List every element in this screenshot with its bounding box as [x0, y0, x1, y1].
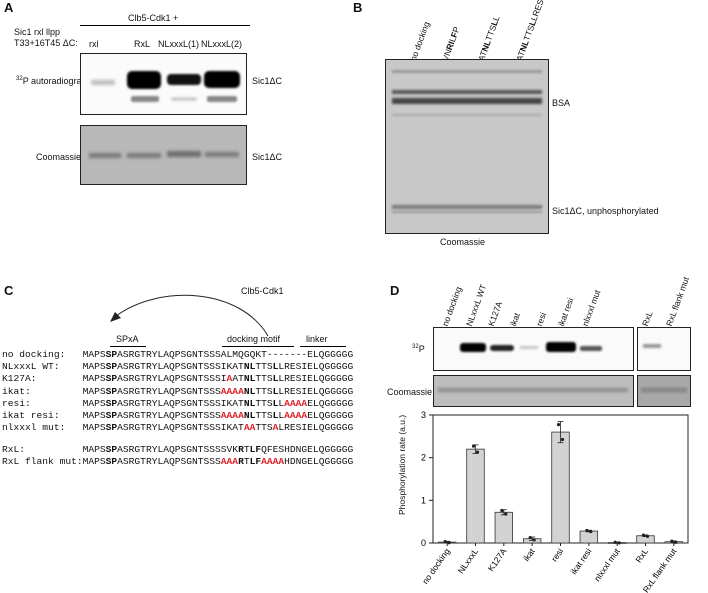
lane-label-d: RxL [640, 309, 655, 328]
lane-label-d: nlxxxl mut [580, 288, 603, 328]
data-point [645, 534, 650, 538]
data-point [532, 538, 536, 542]
bar [551, 431, 570, 544]
lane-label-b: no docking [408, 20, 432, 63]
motif-docking: docking motif [227, 334, 281, 344]
lane-label-d: ikat resi [556, 296, 576, 328]
x-tick-label: no docking [420, 546, 452, 586]
kinase-label-c: Clb5-Cdk1 [241, 286, 284, 296]
data-point [560, 437, 565, 442]
bar [579, 530, 599, 544]
band-bsa-b: BSA [552, 98, 571, 108]
autorad-band-a: Sic1ΔC [252, 76, 283, 86]
coomassie-blot-d [433, 375, 634, 407]
kinase-label-a: Clb5-Cdk1 + [128, 13, 179, 23]
phosphorylation-chart: 0 1 2 3 no docking NLxxxL K127A ikat resi ikat re… [420, 410, 689, 593]
x-tick-label: ikat resi [568, 546, 593, 576]
lane-label-d: no docking [440, 285, 464, 328]
lane-label-d: ikat [508, 311, 522, 328]
band-sic1-b: Sic1ΔC, unphosphorylated [552, 206, 659, 216]
autorad-label-a: 32P autoradiograph [16, 76, 92, 86]
lane-label-d: RxL flank mut [664, 275, 692, 328]
motif-docking-line [222, 346, 294, 347]
coomassie-label-d: Coomassie [387, 387, 433, 397]
data-point [670, 539, 674, 543]
panel-c-label: C [4, 283, 14, 298]
x-tick-label: NLxxxL [456, 546, 481, 575]
lane-label-b: ATNLTTSLL [476, 14, 502, 63]
data-point [500, 508, 504, 513]
panel-a-label: A [4, 0, 14, 15]
y-tick-label: 0 [421, 538, 426, 548]
construct-line1: Sic1 rxl llpp [14, 27, 61, 37]
kinase-line-a [80, 25, 250, 26]
sequence-row: ikat: MAPSSPASRGTRYLAQPSGNTSSSAAAANLTTSL… [2, 385, 354, 397]
data-point [674, 540, 678, 544]
motif-spxa-line [110, 346, 146, 347]
y-tick-label: 1 [421, 495, 426, 505]
bar [466, 448, 485, 544]
autorad-blot-d-rxl [637, 327, 691, 371]
sequence-row: nlxxxl mut: MAPSSPASRGTRYLAQPSGNTSSSIKAT… [2, 422, 354, 434]
data-point [447, 541, 451, 545]
data-point [475, 450, 480, 454]
data-point [556, 423, 561, 427]
bar [494, 511, 514, 544]
lane-label-b: ATNLTTSLLRESI [514, 0, 547, 63]
panel-b-label: B [353, 0, 363, 15]
lane-label-d: resi [534, 311, 549, 328]
docking-arrow [110, 294, 269, 337]
coomassie-band-a: Sic1ΔC [252, 152, 283, 162]
sequence-row: ikat resi: MAPSSPASRGTRYLAQPSGNTSSSAAAAN… [2, 410, 354, 422]
data-point [471, 444, 476, 448]
sequence-row: RxL flank mut:MAPSSPASRGTRYLAQPSGNTSSSAA… [2, 456, 354, 468]
x-tick-label: RxL [633, 546, 650, 564]
sequence-row: RxL: MAPSSPASRGTRYLAQPSGNTSSSSVKRTLFQFES… [2, 444, 354, 455]
data-point [528, 535, 532, 540]
construct-line2: T33+16T45 ΔC: [14, 38, 78, 48]
data-point [504, 512, 508, 516]
autorad-blot-d [433, 327, 634, 371]
sequence-row: resi: MAPSSPASRGTRYLAQPSGNTSSSIKATNLTTSL… [2, 397, 354, 409]
lane-label-d: K127A [486, 300, 505, 328]
sequence-row: NLxxxL WT: MAPSSPASRGTRYLAQPSGNTSSSIKATN… [2, 361, 354, 373]
y-tick-label: 2 [421, 453, 426, 463]
x-tick-label: K127A [486, 546, 509, 573]
motif-spxa: SPxA [116, 334, 139, 344]
data-point [617, 541, 621, 545]
coomassie-label-a: Coomassie [36, 152, 82, 162]
lane-label-b: VNRILFP [440, 25, 462, 63]
data-point [585, 528, 589, 533]
sequence-row: no docking: MAPSSPASRGTRYLAQPSGNTSSSALMQ… [2, 349, 354, 360]
autorad-blot-a [80, 53, 247, 115]
data-point [613, 540, 617, 544]
x-tick-label: resi [549, 546, 565, 563]
sequence-block-1: no docking: MAPSSPASRGTRYLAQPSGNTSSSALMQ… [2, 349, 353, 434]
lane-label-a: NLxxxL(2) [201, 39, 243, 49]
lane-label-a: NLxxxL(1) [158, 39, 200, 49]
sequence-row: K127A: MAPSSPASRGTRYLAQPSGNTSSSIAATNLTTS… [2, 373, 354, 385]
motif-linker-line [300, 346, 346, 347]
motif-linker: linker [306, 334, 328, 344]
caption-b: Coomassie [440, 237, 486, 247]
coomassie-blot-a [80, 125, 247, 185]
sequence-block-2: RxL: MAPSSPASRGTRYLAQPSGNTSSSSVKRTLFQFES… [2, 444, 353, 468]
data-point [589, 530, 593, 534]
x-tick-label: nlxxxl mut [592, 546, 622, 583]
panel-d-label: D [390, 283, 400, 298]
coomassie-gel-b [385, 59, 549, 234]
autorad-label-d: 32P [412, 344, 425, 354]
lane-label-d: NLxxxL WT [464, 283, 489, 328]
lane-label-a: rxl [89, 39, 99, 49]
coomassie-blot-d-rxl [637, 375, 691, 407]
data-point [641, 533, 646, 537]
x-tick-label: ikat [521, 546, 537, 563]
y-tick-label: 3 [421, 410, 426, 420]
data-point [443, 539, 447, 544]
lane-label-a: RxL [134, 39, 151, 49]
